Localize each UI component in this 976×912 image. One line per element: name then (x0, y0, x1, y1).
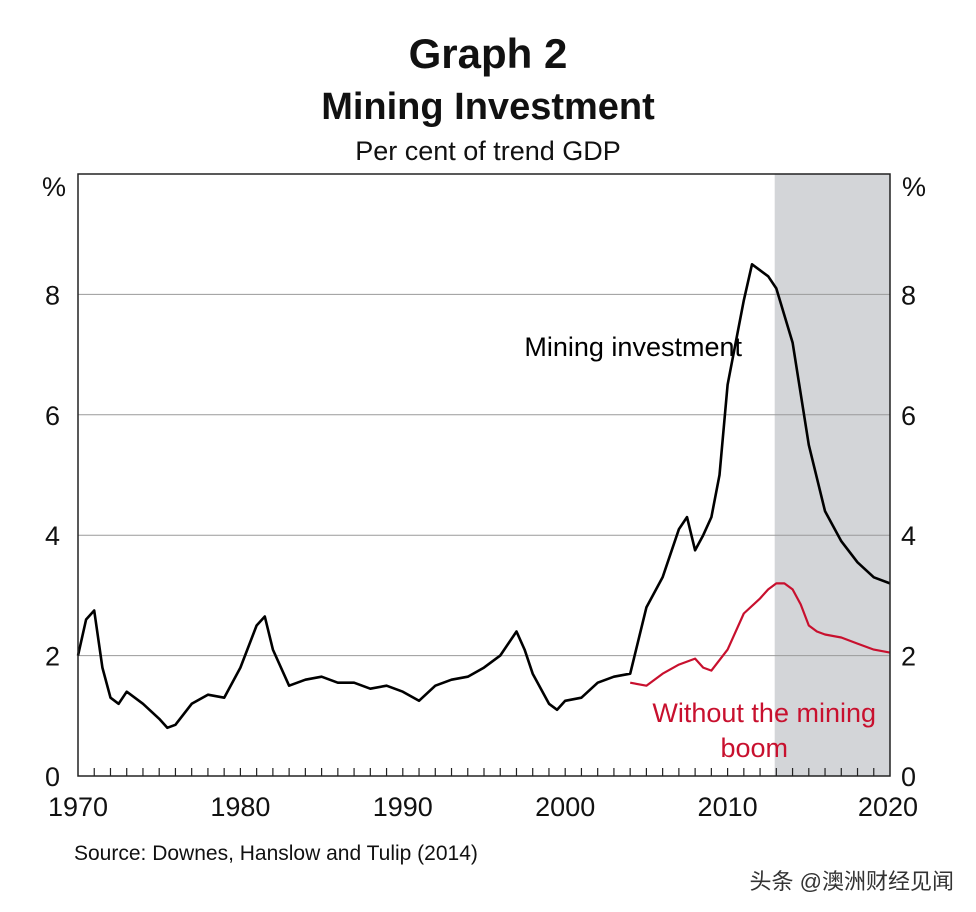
series-line-0 (76, 263, 891, 730)
watermark: 头条 @澳洲财经见闻 (749, 869, 954, 894)
y-tick-right: 6 (901, 401, 916, 431)
plot-frame (77, 173, 891, 777)
annotation-label: Without the mining (652, 698, 876, 728)
x-tick-label: 2000 (535, 792, 595, 822)
y-unit-left: % (42, 172, 66, 202)
x-tick-label: 1970 (48, 792, 108, 822)
y-tick-right: 8 (901, 280, 916, 310)
shaded-period (774, 174, 890, 776)
x-tick-label: 2010 (698, 792, 758, 822)
source-note: Source: Downes, Hanslow and Tulip (2014) (74, 842, 478, 865)
x-tick-label: 2020 (858, 792, 918, 822)
y-tick-right: 4 (901, 521, 916, 551)
y-tick-right: 0 (901, 762, 916, 792)
y-tick-left: 0 (45, 762, 60, 792)
y-tick-left: 4 (45, 521, 60, 551)
y-unit-right: % (902, 172, 926, 202)
y-tick-left: 6 (45, 401, 60, 431)
y-axis-label: Per cent of trend GDP (355, 136, 621, 166)
y-tick-left: 2 (45, 642, 60, 672)
chart-title: Graph 2 (408, 30, 568, 77)
annotation-label: boom (720, 733, 788, 763)
x-tick-label: 1980 (210, 792, 270, 822)
y-tick-right: 2 (901, 642, 916, 672)
series-line-1 (629, 582, 891, 687)
chart-canvas: 0 0 2 2 4 4 6 6 8 8% % 1970 1980 1990 2000 2010 2020 Mini… (42, 172, 926, 822)
annotation-label: Mining investment (524, 332, 742, 362)
x-tick-label: 1990 (373, 792, 433, 822)
y-tick-left: 8 (45, 280, 60, 310)
chart-subtitle: Mining Investment (321, 86, 655, 128)
